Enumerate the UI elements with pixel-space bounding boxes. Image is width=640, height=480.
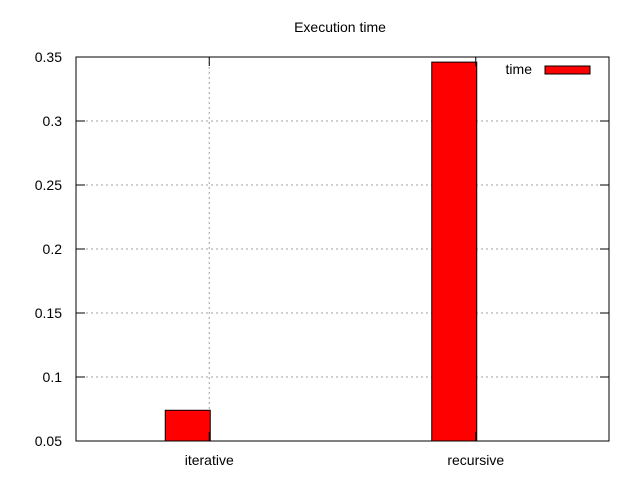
y-tick-label: 0.05	[35, 433, 62, 449]
legend: time	[506, 61, 591, 77]
bars	[164, 61, 478, 442]
x-tick-label: recursive	[447, 452, 504, 468]
x-axis-ticks: iterative recursive	[185, 57, 504, 468]
y-tick-label: 0.1	[43, 369, 63, 385]
chart-title: Execution time	[294, 19, 386, 35]
y-axis-ticks: 0.05 0.1 0.15 0.2 0.25 0.3 0.35	[35, 49, 609, 449]
y-tick-label: 0.15	[35, 305, 62, 321]
y-tick-label: 0.35	[35, 49, 62, 65]
bar-iterative	[164, 409, 211, 442]
y-tick-label: 0.25	[35, 177, 62, 193]
y-tick-label: 0.3	[43, 113, 63, 129]
y-tick-label: 0.2	[43, 241, 63, 257]
bar-recursive	[431, 61, 478, 442]
gridlines	[76, 57, 609, 441]
x-tick-label: iterative	[185, 452, 234, 468]
legend-label: time	[506, 61, 533, 77]
legend-swatch	[544, 65, 591, 75]
plot-frame	[75, 56, 610, 442]
